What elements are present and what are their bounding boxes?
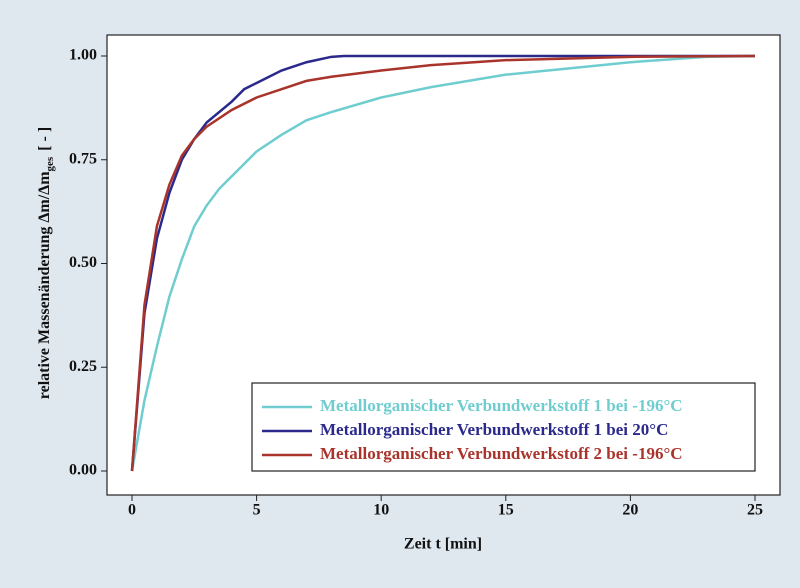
line [130,54,756,472]
line [130,54,755,472]
x-tick-label: 0 [128,502,136,519]
x-axis-label: Zeit t [min] [404,536,482,553]
legend-box [251,382,756,472]
legend-label: Metallorganischer Verbundwerkstoff 1 bei… [320,396,683,415]
y-tick-label: 1.00 [69,47,97,64]
x-tick-label: 10 [373,502,389,519]
x-tick-label: 20 [622,502,638,519]
x-tick-label: 5 [253,502,261,519]
y-tick-label: 0.50 [69,254,97,271]
y-tick-label: 0.75 [69,150,97,167]
legend-label: Metallorganischer Verbundwerkstoff 1 bei… [320,420,668,439]
y-label-suffix: [ - ] [36,127,53,151]
y-label-sub: ges [44,156,56,171]
line [130,54,756,472]
y-axis-label: relative Massenänderung Δm/Δmges [ - ] [36,127,56,399]
x-tick-label: 15 [498,502,514,519]
y-tick-label: 0.25 [69,358,97,375]
x-tick-label: 25 [747,502,763,519]
y-tick-label: 0.00 [69,462,97,479]
y-label-main: relative Massenänderung Δm/Δm [36,171,53,399]
legend-label: Metallorganischer Verbundwerkstoff 2 bei… [320,444,683,463]
